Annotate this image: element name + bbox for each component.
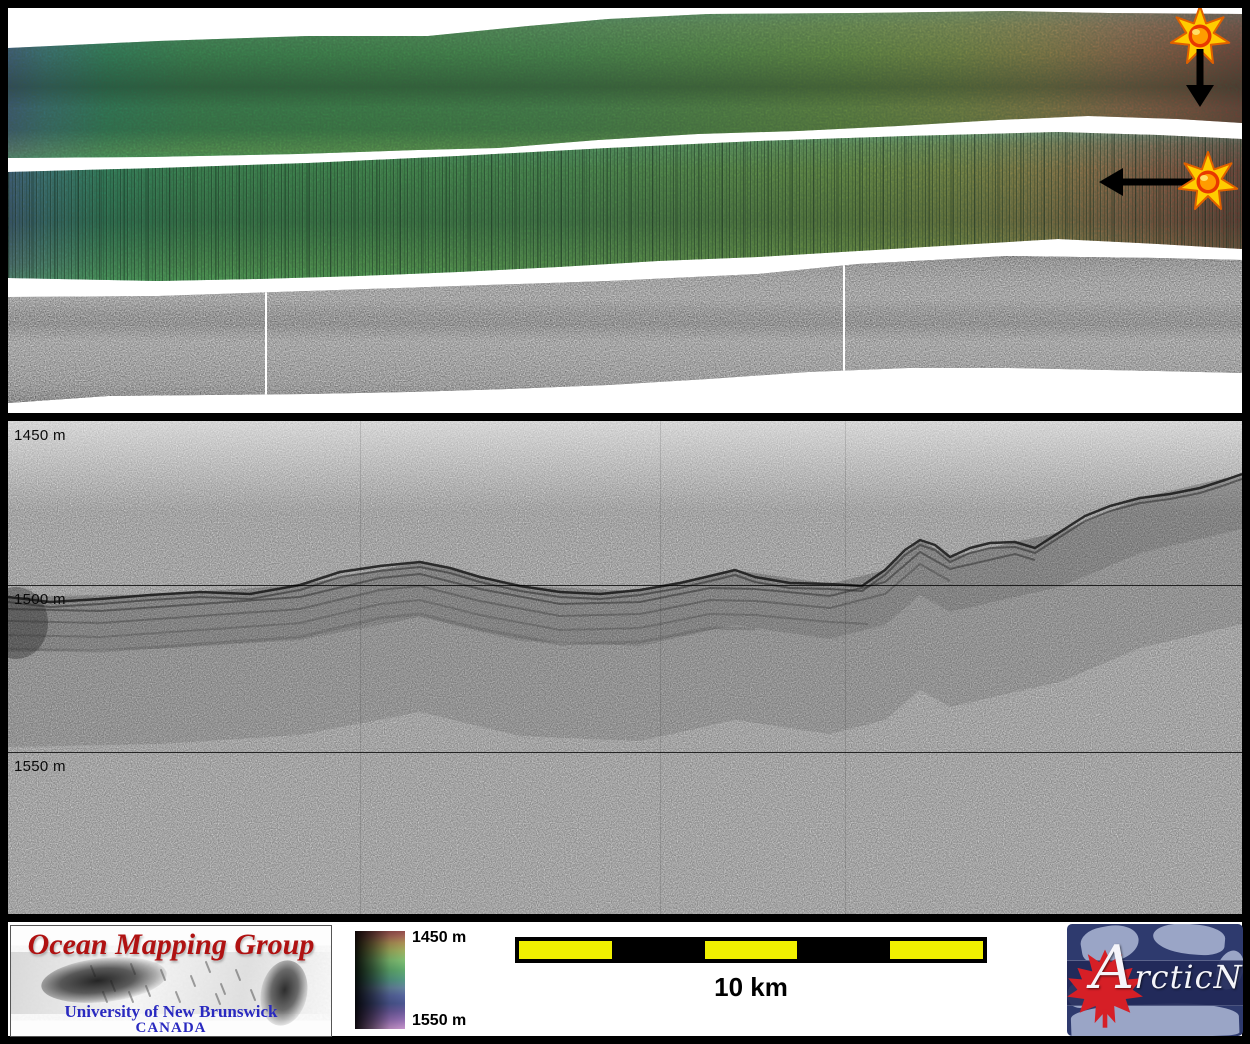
omg-university: University of New Brunswick xyxy=(64,1002,278,1021)
depth-colorbar xyxy=(355,931,405,1029)
depth-label-1500m: 1500 m xyxy=(14,591,66,608)
fix-mark-line xyxy=(660,421,661,914)
depth-gridline-1550m xyxy=(8,752,1242,753)
colorbar-top-label: 1450 m xyxy=(412,929,467,946)
seafloor-reflector-graphics xyxy=(8,472,1242,747)
scale-segment xyxy=(611,941,705,959)
track-break-line xyxy=(265,282,267,399)
subbottom-seismic-profile: 1450 m 1500 m 1550 m xyxy=(8,421,1242,914)
colorbar-illumination-shade xyxy=(355,931,405,1029)
arcticnet-logo: ArcticNet xyxy=(1067,924,1243,1036)
swath-panels-area xyxy=(8,8,1242,413)
ocean-mapping-group-logo: Ocean Mapping Group University of New Br… xyxy=(10,925,332,1037)
maple-leaf-icon xyxy=(1067,949,1143,1028)
scale-bar-label: 10 km xyxy=(714,972,788,1002)
arcticnet-rest: rcticNet xyxy=(1134,958,1243,996)
scale-segment xyxy=(519,941,612,959)
depth-gridline-1500m xyxy=(8,585,1242,586)
depth-label-1550m: 1550 m xyxy=(14,758,66,775)
water-column-light-zone xyxy=(8,421,1242,511)
omg-title: Ocean Mapping Group xyxy=(27,928,315,961)
scale-segment xyxy=(704,941,798,959)
fix-mark-line xyxy=(845,421,846,914)
sidescan-sonar-strip xyxy=(8,256,1242,403)
arcticnet-wordmark: ArcticNet xyxy=(1091,938,1243,998)
fix-mark-line xyxy=(360,421,361,914)
scale-segment xyxy=(890,941,983,959)
scale-segment xyxy=(797,941,891,959)
track-break-line xyxy=(843,257,845,374)
sun-left-arrow-icon xyxy=(1099,151,1239,210)
omg-country: CANADA xyxy=(135,1020,207,1036)
depth-label-1450m: 1450 m xyxy=(14,427,66,444)
colorbar-bottom-label: 1550 m xyxy=(412,1012,467,1029)
arcticnet-initial: A xyxy=(1091,933,1135,1003)
map-scale-bar xyxy=(515,937,987,963)
footer-legend-bar: Ocean Mapping Group University of New Br… xyxy=(8,922,1243,1037)
sun-down-arrow-icon xyxy=(1169,8,1231,107)
